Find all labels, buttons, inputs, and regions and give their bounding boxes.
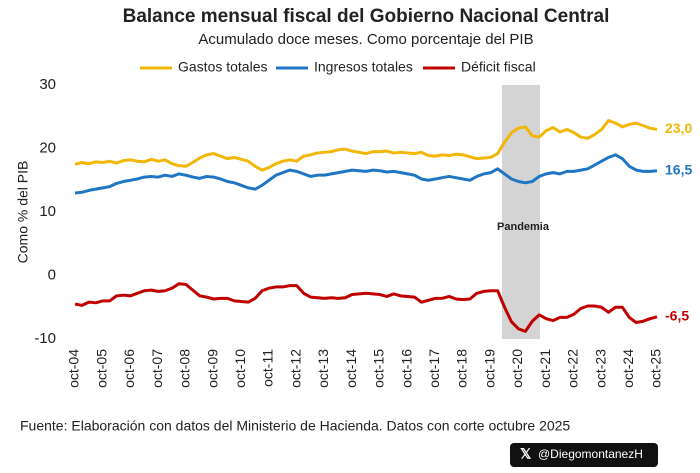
- x-tick-label: oct-22: [565, 349, 581, 388]
- x-tick-label: oct-23: [592, 349, 608, 388]
- x-tick-label: oct-05: [93, 349, 109, 388]
- x-tick-label: oct-25: [648, 349, 664, 388]
- x-tick-label: oct-24: [620, 349, 636, 388]
- chart-title: Balance mensual fiscal del Gobierno Naci…: [123, 6, 610, 27]
- y-tick-label: 20: [39, 139, 56, 156]
- legend-label: Ingresos totales: [314, 59, 413, 75]
- x-tick-label: oct-17: [426, 349, 442, 388]
- y-tick-label: -10: [34, 330, 56, 347]
- series-line: [74, 153, 658, 195]
- x-tick-label: oct-19: [481, 349, 497, 388]
- credit: @DiegomontanezH: [538, 447, 643, 461]
- credit-badge: [510, 443, 658, 467]
- x-tick-label: oct-21: [537, 349, 553, 388]
- y-tick-label: 0: [48, 266, 56, 283]
- value-label: 16,5: [665, 161, 692, 177]
- x-logo: 𝕏: [520, 446, 532, 462]
- x-tick-label: oct-09: [204, 349, 220, 388]
- value-label: -6,5: [665, 307, 689, 323]
- x-tick-label: oct-13: [315, 349, 331, 388]
- source: Fuente: Elaboración con datos del Minist…: [20, 418, 570, 434]
- value-label: 23,0: [665, 120, 692, 136]
- x-tick-label: oct-08: [177, 349, 193, 388]
- x-tick-label: oct-20: [509, 349, 525, 388]
- annotation: Pandemia: [497, 221, 550, 233]
- legend-label: Déficit fiscal: [461, 59, 536, 75]
- x-tick-label: oct-04: [66, 349, 82, 388]
- x-tick-label: oct-11: [260, 349, 276, 387]
- y-tick-label: 10: [39, 203, 56, 220]
- y-tick-label: 30: [39, 76, 56, 93]
- y-axis-label: Como % del PIB: [15, 161, 31, 264]
- x-tick-label: oct-14: [343, 349, 359, 388]
- x-tick-label: oct-10: [232, 349, 248, 388]
- pandemic-shade: [502, 85, 540, 339]
- x-tick-label: oct-15: [371, 349, 387, 388]
- x-tick-label: oct-16: [398, 349, 414, 388]
- x-tick-label: oct-06: [121, 349, 137, 388]
- x-tick-label: oct-07: [149, 349, 165, 388]
- series-line: [74, 119, 658, 172]
- chart-subtitle: Acumulado doce meses. Como porcentaje de…: [198, 31, 533, 48]
- legend-label: Gastos totales: [178, 59, 268, 75]
- series-line: [74, 282, 658, 333]
- x-tick-label: oct-18: [454, 349, 470, 388]
- x-tick-label: oct-12: [287, 349, 303, 388]
